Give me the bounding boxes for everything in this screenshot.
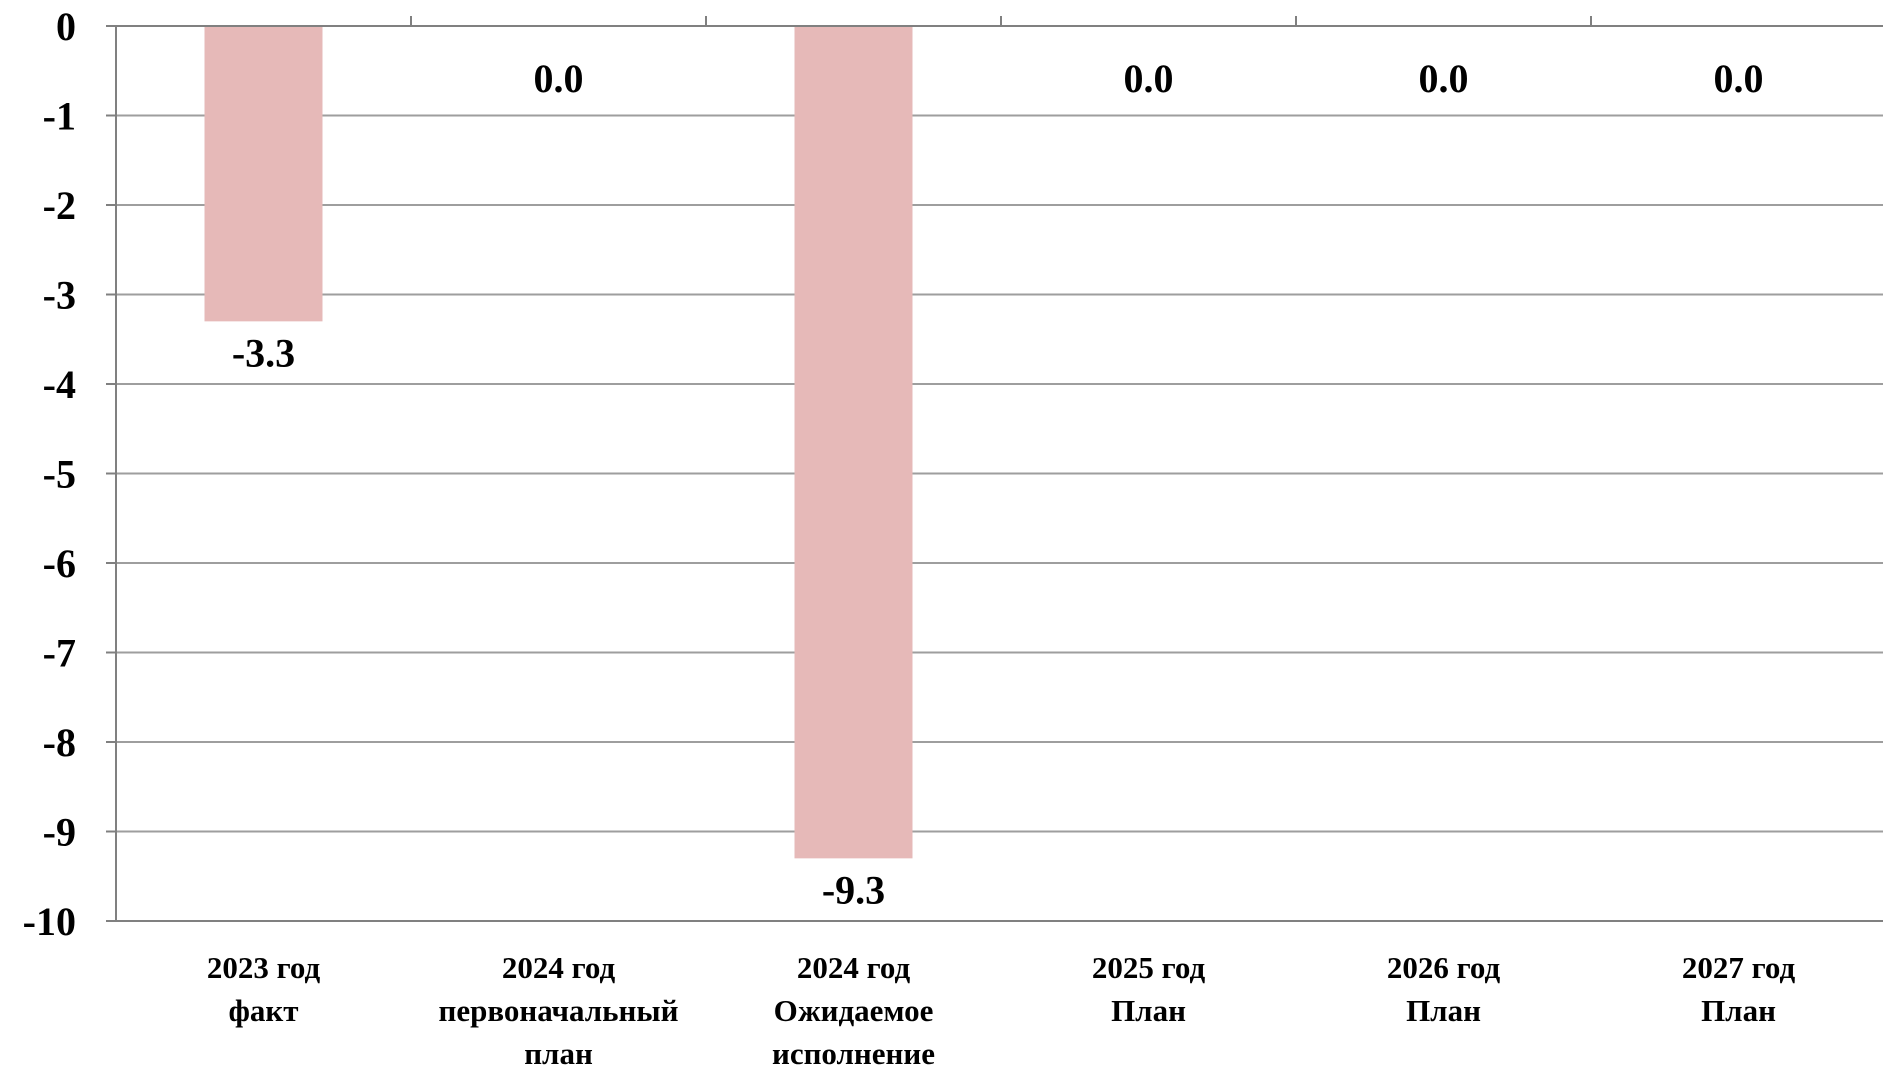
bar [794,26,913,859]
category-label-line: 2027 год [1682,950,1796,985]
category-label-line: Ожидаемое [774,993,934,1028]
category-label: 2024 год Ожидаемое исполнение [772,950,935,1067]
category-label-line: План [1111,993,1186,1028]
category-label: 2023 год факт [207,950,321,1028]
data-label: 0.0 [534,56,584,101]
category-label-line: План [1701,993,1776,1028]
gridlines [116,114,1883,833]
data-label: 0.0 [1714,56,1764,101]
y-tick-label: 0 [56,4,76,49]
data-label: -9.3 [822,867,885,912]
category-label: 2024 год первоначальный план [439,950,679,1067]
y-tick-label: -1 [43,94,76,139]
category-label: 2025 год План [1092,950,1206,1028]
y-tick-label: -8 [43,720,76,765]
y-tick-label: -2 [43,183,76,228]
y-tick-label: -3 [43,273,76,318]
category-label-line: План [1406,993,1481,1028]
category-label-line: 2024 год [797,950,911,985]
category-label-line: 2026 год [1387,950,1501,985]
bars [204,26,913,859]
y-tick-label: -10 [23,899,76,944]
y-tick-label: -5 [43,452,76,497]
category-label-line: исполнение [772,1036,935,1067]
bar [204,26,323,322]
y-tick-label: -9 [43,810,76,855]
data-label: 0.0 [1124,56,1174,101]
data-label: 0.0 [1419,56,1469,101]
category-label-line: 2024 год [502,950,616,985]
axes [106,16,1883,922]
category-label-line: план [524,1036,593,1067]
category-label-line: 2025 год [1092,950,1206,985]
y-tick-label: -4 [43,362,76,407]
category-label-line: 2023 год [207,950,321,985]
category-label-line: факт [228,993,298,1028]
y-tick-label: -6 [43,541,76,586]
category-label: 2027 год План [1682,950,1796,1028]
data-label: -3.3 [232,330,295,375]
category-label-line: первоначальный [439,993,679,1028]
y-tick-labels: 0 -1 -2 -3 -4 -5 -6 -7 -8 -9 -10 [23,4,76,944]
category-label: 2026 год План [1387,950,1501,1028]
y-tick-label: -7 [43,631,76,676]
data-labels: -3.3 0.0 -9.3 0.0 0.0 0.0 [232,56,1764,912]
